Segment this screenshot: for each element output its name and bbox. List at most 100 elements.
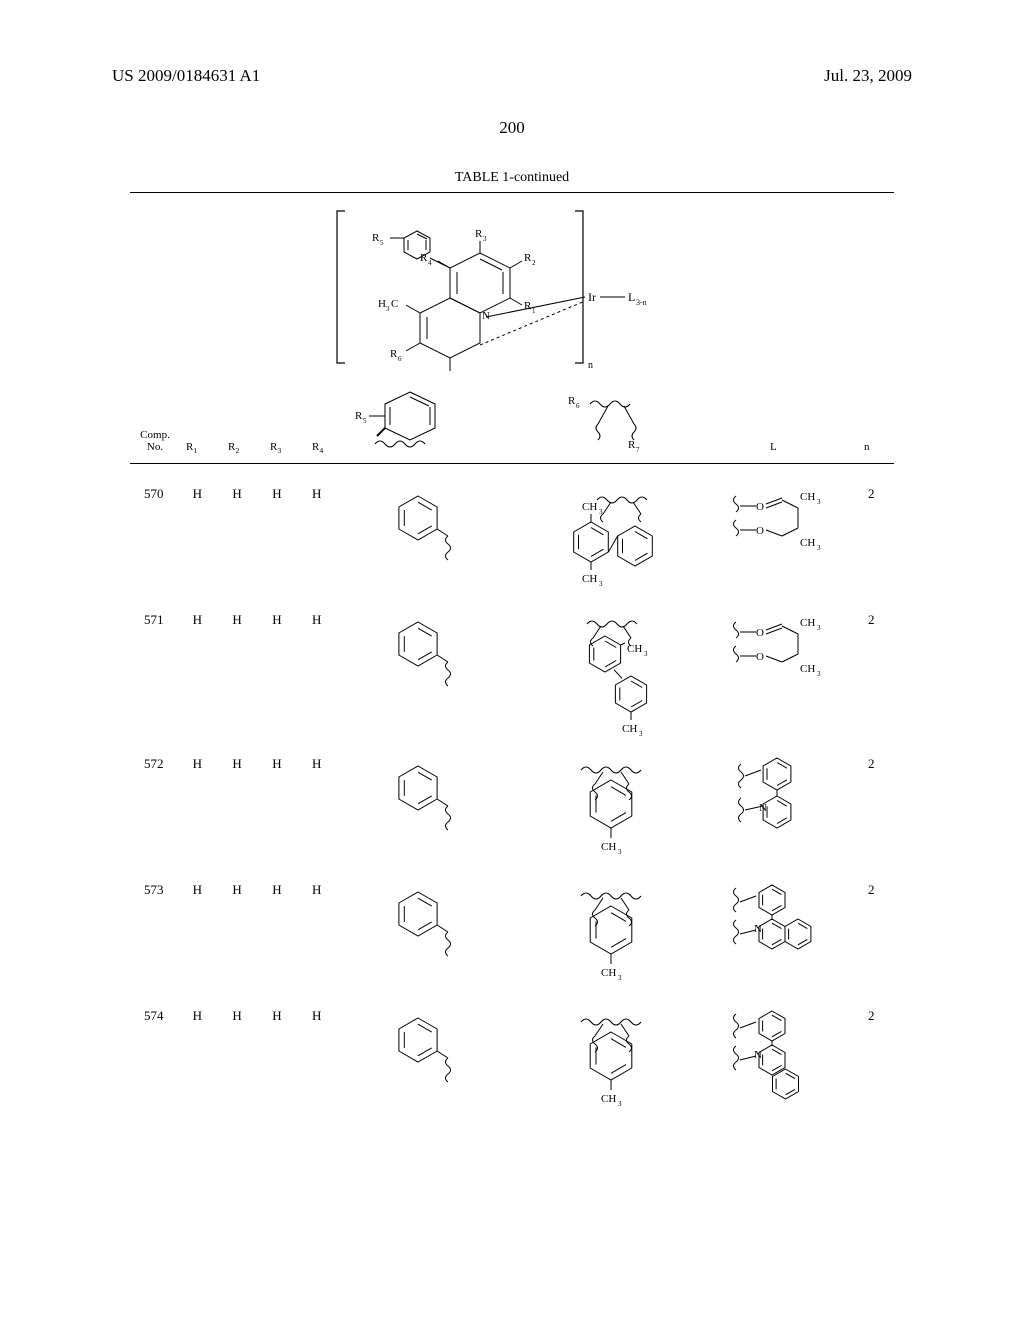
table-caption: TABLE 1-continued <box>130 170 894 186</box>
svg-text:CH: CH <box>800 663 815 675</box>
publication-date: Jul. 23, 2009 <box>824 66 912 86</box>
svg-text:7: 7 <box>636 446 640 454</box>
cell-r5-structure <box>337 1006 527 1084</box>
svg-text:n: n <box>588 360 593 371</box>
col-l: L <box>770 441 777 453</box>
cell-r5-structure <box>337 754 527 832</box>
svg-text:C: C <box>391 298 398 310</box>
cell-r4: H <box>297 610 337 628</box>
cell-r1: H <box>177 610 217 628</box>
svg-text:CH: CH <box>627 643 642 655</box>
cell-n: 2 <box>849 484 895 502</box>
cell-n: 2 <box>849 1006 895 1024</box>
cell-r3: H <box>257 484 297 502</box>
cell-comp-no: 574 <box>130 1006 177 1024</box>
svg-text:3: 3 <box>599 508 603 516</box>
page-number: 200 <box>0 118 1024 138</box>
col-r5-fragment: R5 <box>355 384 555 459</box>
table-row: 570HHHHCH3CH3OCH3CH3O2 <box>130 468 894 594</box>
svg-text:R: R <box>390 348 398 360</box>
svg-text:N: N <box>754 1049 762 1061</box>
svg-text:N: N <box>754 923 762 935</box>
cell-r1: H <box>177 754 217 772</box>
cell-l-structure: N <box>706 1006 848 1106</box>
col-n: n <box>864 441 870 453</box>
table-row: 571HHHHCH3CH3OCH3CH3O2 <box>130 594 894 738</box>
svg-text:5: 5 <box>380 239 384 247</box>
svg-text:R: R <box>355 410 363 422</box>
cell-n: 2 <box>849 880 895 898</box>
svg-text:Ir: Ir <box>588 290 596 304</box>
cell-r67-structure: CH3 <box>526 1006 706 1112</box>
cell-r2: H <box>217 880 257 898</box>
cell-r4: H <box>297 880 337 898</box>
cell-l-structure: N <box>706 754 848 838</box>
cell-r3: H <box>257 1006 297 1024</box>
svg-text:3: 3 <box>386 305 390 313</box>
cell-r2: H <box>217 484 257 502</box>
svg-text:R: R <box>372 232 380 244</box>
svg-text:1: 1 <box>532 307 536 315</box>
col-r4: R4 <box>312 441 323 453</box>
column-headers: Comp.No. R1 R2 R3 R4 R5 <box>130 381 894 459</box>
table-row: 574HHHHCH3N2 <box>130 990 894 1116</box>
svg-text:3: 3 <box>639 730 643 738</box>
cell-l-structure: N <box>706 880 848 980</box>
svg-text:O: O <box>756 525 764 537</box>
cell-r2: H <box>217 1006 257 1024</box>
svg-text:2: 2 <box>532 259 536 267</box>
cell-r3: H <box>257 754 297 772</box>
cell-comp-no: 572 <box>130 754 177 772</box>
svg-text:R: R <box>628 439 636 451</box>
svg-text:3: 3 <box>644 650 648 658</box>
svg-text:H: H <box>378 298 386 310</box>
cell-r4: H <box>297 484 337 502</box>
page-header: US 2009/0184631 A1 Jul. 23, 2009 <box>0 66 1024 88</box>
table-1-continued: TABLE 1-continued n Ir L 3-n <box>130 170 894 1116</box>
svg-text:N: N <box>759 802 767 814</box>
svg-text:CH: CH <box>582 501 597 513</box>
cell-r3: H <box>257 610 297 628</box>
svg-text:3: 3 <box>618 848 622 856</box>
cell-r1: H <box>177 880 217 898</box>
table-row: 573HHHHCH3N2 <box>130 864 894 990</box>
cell-l-structure: OCH3CH3O <box>706 484 848 556</box>
cell-l-structure: OCH3CH3O <box>706 610 848 682</box>
svg-text:CH: CH <box>601 841 616 853</box>
svg-text:CH: CH <box>800 491 815 503</box>
svg-text:O: O <box>756 627 764 639</box>
svg-text:CH: CH <box>800 537 815 549</box>
svg-text:3: 3 <box>618 1100 622 1108</box>
svg-text:6: 6 <box>398 355 402 363</box>
col-r2: R2 <box>228 441 239 453</box>
svg-text:O: O <box>756 651 764 663</box>
svg-text:R: R <box>524 252 532 264</box>
cell-n: 2 <box>849 610 895 628</box>
col-r3: R3 <box>270 441 281 453</box>
cell-n: 2 <box>849 754 895 772</box>
cell-r1: H <box>177 484 217 502</box>
col-r1: R1 <box>186 441 197 453</box>
col-comp-no: Comp.No. <box>130 429 180 453</box>
svg-text:3: 3 <box>817 670 821 678</box>
cell-r67-structure: CH3CH3 <box>526 610 706 738</box>
svg-text:3: 3 <box>618 974 622 982</box>
svg-text:CH: CH <box>622 723 637 735</box>
svg-text:3: 3 <box>817 498 821 506</box>
cell-r67-structure: CH3 <box>526 754 706 860</box>
cell-r5-structure <box>337 880 527 958</box>
cell-r2: H <box>217 754 257 772</box>
svg-text:3: 3 <box>483 235 487 243</box>
svg-text:R: R <box>568 395 576 407</box>
cell-comp-no: 571 <box>130 610 177 628</box>
svg-text:CH: CH <box>582 573 597 585</box>
svg-text:O: O <box>756 501 764 513</box>
svg-text:3: 3 <box>817 544 821 552</box>
cell-r5-structure <box>337 610 527 688</box>
data-rows: 570HHHHCH3CH3OCH3CH3O2571HHHHCH3CH3OCH3C… <box>130 468 894 1116</box>
cell-r4: H <box>297 754 337 772</box>
svg-text:R: R <box>475 228 483 240</box>
svg-text:L: L <box>628 290 635 304</box>
svg-text:CH: CH <box>601 967 616 979</box>
svg-text:3-n: 3-n <box>636 298 647 307</box>
